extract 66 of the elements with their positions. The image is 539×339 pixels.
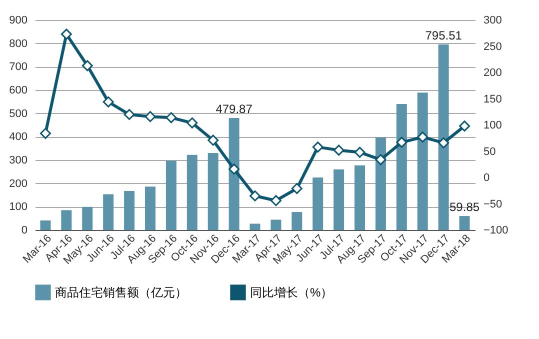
y2-tick-label: 100	[484, 120, 502, 132]
point	[459, 120, 470, 132]
point	[417, 132, 428, 143]
point	[333, 144, 344, 156]
y-tick-label: 700	[9, 61, 28, 74]
point	[291, 183, 302, 194]
point	[375, 154, 386, 166]
bar	[124, 191, 135, 230]
legend-label: 同比增长（%）	[250, 285, 333, 300]
y-tick-label: 400	[9, 131, 28, 144]
point	[124, 109, 135, 120]
y2-tick-label: −100	[484, 224, 508, 236]
bar	[166, 160, 176, 230]
point	[396, 136, 408, 148]
y-tick-label: 500	[9, 108, 28, 120]
point	[354, 146, 366, 158]
bar	[459, 216, 470, 230]
point	[166, 112, 177, 124]
bar	[334, 169, 344, 230]
bar	[312, 178, 324, 230]
y-tick-label: 800	[9, 38, 28, 50]
point	[186, 117, 198, 128]
y-tick-label: 100	[9, 201, 28, 214]
data-label: 59.85	[450, 200, 480, 214]
point	[312, 142, 324, 153]
point	[208, 134, 219, 146]
bar	[417, 92, 428, 230]
y2-tick-label: 50	[484, 146, 496, 158]
bar	[103, 194, 114, 230]
y2-tick-label: 0	[484, 172, 490, 184]
point	[250, 190, 260, 202]
y-tick-label: 0	[21, 224, 28, 236]
y-tick-label: 200	[9, 178, 28, 190]
y2-tick-label: 300	[484, 14, 502, 26]
bar	[61, 210, 72, 230]
bar	[270, 220, 282, 230]
bar	[186, 154, 198, 230]
y2-tick-label: 150	[484, 93, 502, 106]
bar	[40, 220, 51, 230]
bar	[438, 44, 449, 230]
bar	[145, 186, 156, 230]
point	[82, 60, 93, 72]
y-tick-label: 600	[9, 84, 28, 96]
y2-tick-label: 250	[484, 40, 502, 53]
bar	[292, 212, 302, 230]
bar	[375, 137, 386, 230]
y2-tick-label: −50	[484, 198, 502, 210]
legend-label: 商品住宅销售额（亿元）	[55, 285, 187, 300]
bar	[208, 153, 218, 230]
y-tick-label: 300	[9, 154, 28, 166]
point	[438, 137, 450, 148]
point	[102, 96, 114, 108]
bar	[396, 104, 407, 230]
bar	[82, 206, 93, 230]
point	[144, 111, 156, 122]
data-label: 795.51	[425, 28, 462, 42]
data-label: 479.87	[216, 102, 253, 116]
point	[270, 195, 282, 206]
bar	[354, 165, 365, 230]
y2-tick-label: 200	[484, 67, 502, 79]
point	[228, 164, 240, 175]
bar	[250, 224, 260, 230]
point	[40, 128, 51, 139]
bar	[228, 118, 240, 230]
point	[60, 28, 72, 40]
y-tick-label: 900	[9, 14, 28, 26]
